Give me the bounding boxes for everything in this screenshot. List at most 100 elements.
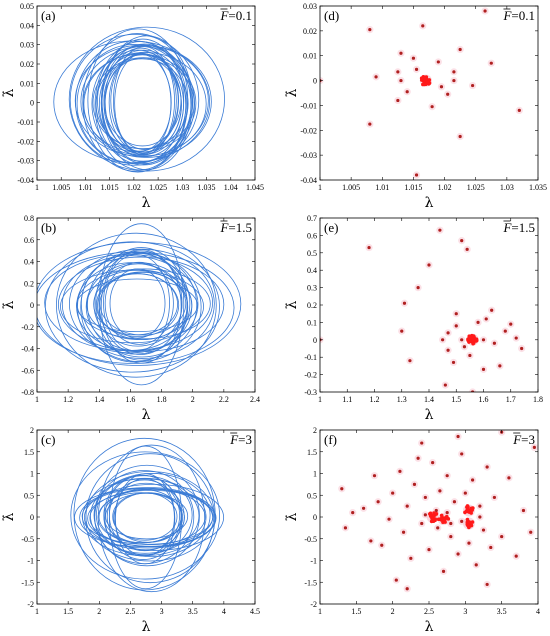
panel-c-orbit-22 (115, 473, 176, 565)
panel-b-orbit-22 (44, 254, 214, 352)
panel-e-point-14 (509, 322, 513, 326)
panel-a-force-label: F=0.1 (219, 8, 252, 23)
panel-f-point-2 (351, 511, 355, 515)
panel-b-orbit-27 (76, 262, 188, 351)
panel-f-point-16 (416, 456, 420, 460)
panel-f-point-43 (529, 530, 533, 534)
panel-c-xlabel: λ (142, 619, 151, 635)
panel-f-point-11 (398, 469, 402, 473)
panel-f-point-40 (507, 476, 511, 480)
panel-e-ytick-label: 0.1 (307, 318, 317, 327)
panel-f-force-label: F=3 (512, 432, 535, 447)
panel-b-xtick-label: 1.6 (125, 395, 135, 404)
panel-b-orbit-19 (77, 252, 202, 362)
panel-d-cluster-0-point-29 (419, 76, 424, 80)
panel-d-point-2 (368, 122, 372, 126)
panel-d-xtick-label: 1.03 (500, 183, 514, 192)
panel-e-point-8 (443, 383, 447, 387)
panel-a-orbit-16 (98, 53, 182, 156)
panel-d-ytick-label: 0.01 (303, 52, 317, 61)
panel-f-point-9 (391, 491, 395, 495)
panel-d-xlabel: λ (425, 195, 434, 211)
panel-d-ytick-label: -0.02 (300, 126, 317, 135)
panel-e-point-21 (454, 324, 458, 328)
panel-b-orbit-29 (98, 223, 185, 386)
panel-d-point-20 (405, 90, 409, 94)
panel-f-xlabel: λ (425, 619, 434, 635)
panel-f-point-31 (467, 541, 471, 545)
panel-c-orbit-7 (90, 477, 200, 554)
panel-c-ytick-label: 0.5 (24, 491, 34, 500)
panel-b-plot-area (37, 223, 242, 386)
panel-f-point-6 (376, 500, 380, 504)
panel-c-orbit-4 (105, 492, 189, 540)
panel-e-tag: (e) (324, 220, 338, 235)
panel-f-point-4 (369, 539, 373, 543)
panel-c-orbit-25 (74, 487, 214, 548)
panel-f-point-37 (489, 545, 493, 550)
panel-c-orbit-13 (113, 492, 184, 543)
panel-d-point-19 (430, 105, 434, 109)
panel-d-force-label: F=0.1 (502, 8, 535, 23)
panel-d-point-14 (396, 70, 400, 74)
panel-c-ylabel: λ̇ (1, 512, 17, 521)
panel-e-point-27 (476, 320, 480, 324)
panel-f-cluster-2-point-15 (471, 506, 475, 510)
panel-c-ytick-label: 2 (30, 426, 34, 435)
panel-b-orbit-28 (37, 251, 235, 364)
panel-e-xtick-label: 1.2 (370, 395, 380, 404)
panel-f-point-36 (485, 465, 489, 469)
panel-f-xtick-label: 2 (391, 607, 395, 616)
panel-b-tag: (b) (41, 220, 56, 235)
panel-e-ytick-label: 0 (313, 336, 317, 345)
panel-b-xtick-label: 1.4 (94, 395, 104, 404)
panel-a-ytick-label: 0.03 (20, 41, 34, 50)
panel-f-ytick-label: -0.5 (304, 535, 317, 544)
panel-d-point-10 (489, 61, 493, 65)
panel-b-ytick-label: 0.6 (24, 236, 34, 245)
panel-d-xtick-label: 1.005 (342, 183, 360, 192)
panel-d-point-6 (414, 173, 419, 177)
panel-f-point-45 (456, 434, 460, 439)
panel-e-point-30 (460, 338, 464, 342)
panel-d-plot-area (320, 7, 523, 179)
panel-f-cluster-3-point-10 (470, 520, 475, 524)
panel-c-xtick-label: 4.5 (250, 607, 260, 616)
panel-a-ytick-label: 0.04 (20, 21, 34, 30)
panel-d-xtick-label: 1.015 (404, 183, 422, 192)
panel-f-point-24 (441, 569, 446, 573)
panel-a-plot-area (53, 26, 225, 173)
panel-f-ytick-label: -2 (310, 600, 317, 609)
panel-c-xtick-label: 4 (222, 607, 226, 616)
panel-f-point-18 (423, 495, 427, 500)
panel-d-point-7 (421, 24, 425, 28)
panel-e-point-6 (427, 263, 431, 267)
panel-a-orbit-28 (76, 44, 192, 164)
panel-f-point-26 (449, 534, 453, 539)
panel-b-ytick-label: 0.2 (24, 279, 34, 288)
panel-c-force-label: F=3 (229, 432, 252, 447)
panel-e-point-halo-12 (469, 388, 477, 392)
panel-f-point-3 (362, 506, 366, 510)
panel-c-orbit-23 (94, 464, 200, 567)
panel-f-cluster-0-point-19 (431, 515, 435, 520)
panel-d-cluster-0-point-39 (423, 75, 427, 80)
panel-f-xtick-label: 3.5 (497, 607, 507, 616)
panel-e-xtick-label: 1.5 (451, 395, 461, 404)
panel-e-ytick-label: -0.1 (304, 353, 317, 362)
panel-c-xtick-label: 1.5 (63, 607, 73, 616)
panel-d-point-15 (436, 60, 440, 64)
panel-a-orbit-25 (69, 34, 200, 166)
panel-c-orbit-14 (83, 483, 225, 551)
panel-d-point-4 (399, 51, 403, 55)
panel-c-orbit-28 (108, 445, 183, 590)
panel-f-point-7 (380, 543, 384, 547)
panel-f-cluster-3-point-11 (467, 520, 472, 524)
panel-c-xtick-label: 1 (35, 607, 39, 616)
panel-e-force-label: F=1.5 (502, 220, 535, 235)
panel-f-ytick-label: 0 (313, 513, 317, 522)
panel-d-point-16 (446, 92, 450, 96)
panel-e-point-11 (465, 247, 469, 251)
panel-b: 1 1.2 1.4 1.6 1.8 2 2.2 2.4 -0.8 -0.6 -0.4 -0.2 0 0.2… (1, 214, 260, 423)
